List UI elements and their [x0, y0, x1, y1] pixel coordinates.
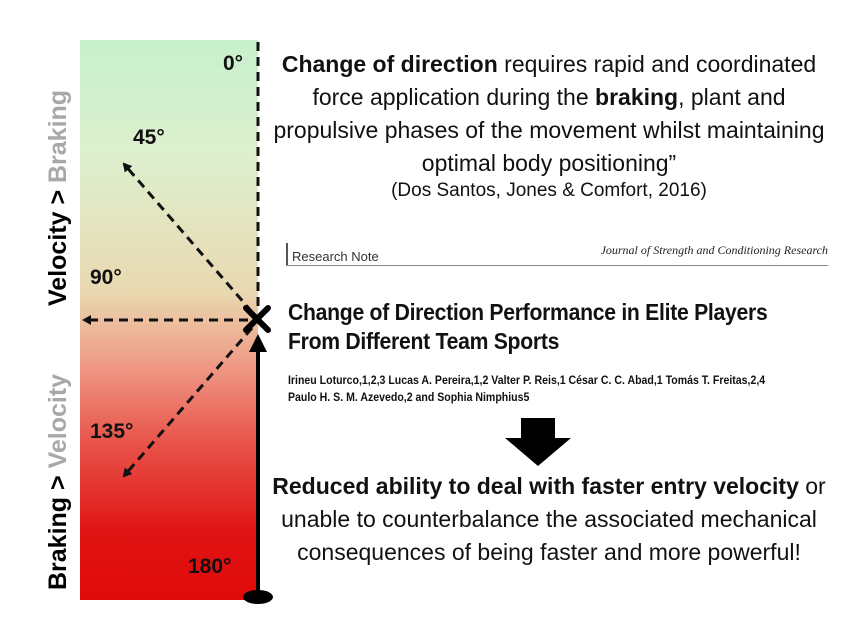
entry-base-dot — [243, 590, 273, 604]
down-arrow-icon — [505, 418, 571, 466]
paper-header: Research Note Journal of Strength and Co… — [286, 243, 828, 266]
arrow-45-deg — [122, 162, 254, 313]
cross-mark — [243, 305, 271, 333]
quote-citation: (Dos Santos, Jones & Comfort, 2016) — [391, 180, 707, 201]
authors-line-2: Paulo H. S. M. Azevedo,2 and Sophia Nimp… — [288, 390, 530, 404]
angle-label-90: 90° — [90, 266, 122, 289]
angle-label-45: 45° — [133, 126, 165, 149]
note-bar — [286, 243, 288, 265]
angle-label-0: 0° — [223, 52, 244, 75]
result-text: Reduced ability to deal with faster entr… — [272, 473, 826, 565]
paper-title: Change of Direction Performance in Elite… — [288, 299, 768, 354]
paper-authors: Irineu Loturco,1,2,3 Lucas A. Pereira,1,… — [288, 372, 781, 406]
research-note-label: Research Note — [292, 249, 379, 264]
quote-text: Change of direction requires rapid and c… — [273, 51, 825, 176]
angle-label-180: 180° — [188, 555, 232, 578]
arrow-135-deg — [122, 327, 254, 478]
journal-name: Journal of Strength and Conditioning Res… — [600, 243, 828, 257]
authors-line-1: Irineu Loturco,1,2,3 Lucas A. Pereira,1,… — [288, 373, 766, 387]
solid-entry-arrowhead — [249, 334, 267, 352]
angle-label-135: 135° — [90, 420, 134, 443]
